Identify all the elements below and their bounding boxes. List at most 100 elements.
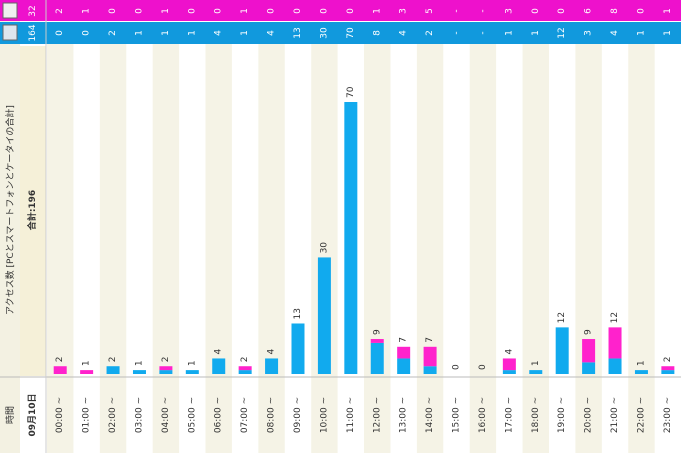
date-label: 09月10日 xyxy=(27,393,38,436)
mobile-bar xyxy=(370,339,384,343)
pc-cell: 1 xyxy=(187,30,197,36)
total-value-label: 4 xyxy=(504,348,514,354)
pc-bar xyxy=(661,370,675,374)
mobile-bar xyxy=(397,346,411,359)
pc-bar xyxy=(370,342,384,374)
time-label: 22:00 ~ xyxy=(636,397,646,433)
pc-cell: 1 xyxy=(240,30,250,36)
time-label: 15:00 ~ xyxy=(452,397,462,433)
pc-cell: 2 xyxy=(425,30,435,36)
pc-cell: 1 xyxy=(504,30,514,36)
column-band xyxy=(205,44,232,453)
total-value-label: 30 xyxy=(319,242,329,254)
time-header: 時間 xyxy=(5,406,16,424)
pc-cell: 13 xyxy=(293,27,303,38)
mobile-cell: 6 xyxy=(584,8,594,14)
pc-bar xyxy=(238,370,252,374)
column-band xyxy=(628,44,655,453)
pc-cell: 1 xyxy=(531,30,541,36)
pc-cell: - xyxy=(478,31,488,34)
total-value-label: 4 xyxy=(214,348,224,354)
mobile-cell: 0 xyxy=(134,8,144,14)
total-value-label: 13 xyxy=(293,308,303,319)
pc-bar xyxy=(185,370,199,374)
pc-bar xyxy=(555,327,569,374)
mobile-bar xyxy=(661,366,675,371)
mobile-cell: 8 xyxy=(610,8,620,14)
pc-bar xyxy=(397,358,411,374)
pc-cell: 4 xyxy=(610,30,620,36)
mobile-bar xyxy=(608,327,622,359)
total-value-label: 4 xyxy=(267,348,277,354)
pc-cell: 1 xyxy=(161,30,171,36)
pc-cell: 1 xyxy=(636,30,646,36)
pc-cell: 2 xyxy=(108,30,118,36)
mobile-cell: 0 xyxy=(214,8,224,14)
pc-bar xyxy=(317,257,331,374)
total-value-label: 70 xyxy=(346,86,356,98)
time-label: 11:00 ~ xyxy=(346,397,356,433)
total-value-label: 1 xyxy=(531,360,541,366)
column-band xyxy=(152,44,180,453)
pc-bar xyxy=(502,370,516,374)
total-label: 合計:196 xyxy=(26,190,38,230)
mobile-cell: 1 xyxy=(372,8,382,14)
mobile-cell: 0 xyxy=(108,8,118,14)
time-label: 09:00 ~ xyxy=(293,397,303,433)
time-label: 23:00 ~ xyxy=(663,397,673,433)
total-value-label: 1 xyxy=(134,360,144,366)
pc-cell: - xyxy=(452,31,462,34)
pc-cell: 1 xyxy=(663,30,673,36)
pc-bar xyxy=(634,370,648,374)
column-band xyxy=(469,44,497,453)
column-band xyxy=(47,44,74,453)
axis-title: アクセス数 [PCとスマートフォンとケータイの合計] xyxy=(4,105,16,315)
mobile-cell: 1 xyxy=(82,8,92,14)
mobile-bar xyxy=(53,366,67,374)
total-value-label: 1 xyxy=(636,360,646,366)
column-band xyxy=(522,44,549,453)
column-band xyxy=(99,44,127,453)
mobile-cell: 3 xyxy=(399,8,409,14)
pc-total: 164 xyxy=(28,24,38,41)
time-label: 06:00 ~ xyxy=(214,397,224,433)
time-label: 20:00 ~ xyxy=(584,397,594,433)
mobile-bar xyxy=(423,346,437,367)
pc-cell: 0 xyxy=(82,30,92,36)
mobile-cell: 0 xyxy=(636,8,646,14)
time-label: 07:00 ~ xyxy=(240,397,250,433)
total-value-label: 1 xyxy=(82,360,92,366)
time-label: 02:00 ~ xyxy=(108,397,118,433)
mobile-cell: 0 xyxy=(293,8,303,14)
mobile-cell: 0 xyxy=(531,8,541,14)
mobile-device-icon xyxy=(2,2,18,19)
pc-bar xyxy=(291,323,305,374)
time-label: 05:00 ~ xyxy=(187,397,197,433)
column-band xyxy=(258,44,285,453)
mobile-cell: 0 xyxy=(346,8,356,14)
time-label: 00:00 ~ xyxy=(55,397,65,433)
pc-cell: 0 xyxy=(55,30,65,36)
total-value-label: 2 xyxy=(663,356,673,362)
total-value-label: 9 xyxy=(372,329,382,335)
pc-cell: 3 xyxy=(584,30,594,36)
pc-device-icon xyxy=(2,24,18,41)
time-label: 01:00 ~ xyxy=(82,397,92,433)
pc-cell: 4 xyxy=(399,30,409,36)
total-value-label: 7 xyxy=(399,337,409,343)
mobile-bar xyxy=(502,358,516,371)
mobile-bar xyxy=(582,339,596,363)
pc-cell: 1 xyxy=(134,30,144,36)
time-label: 13:00 ~ xyxy=(399,397,409,433)
axis-title-column xyxy=(0,0,20,453)
time-label: 16:00 ~ xyxy=(478,397,488,433)
time-label: 10:00 ~ xyxy=(319,397,329,433)
mobile-bar xyxy=(159,366,173,371)
pc-bar xyxy=(608,358,622,374)
pc-bar xyxy=(132,370,146,374)
mobile-bar xyxy=(238,366,252,371)
total-value-label: 0 xyxy=(478,364,488,370)
pc-cell: 4 xyxy=(214,30,224,36)
